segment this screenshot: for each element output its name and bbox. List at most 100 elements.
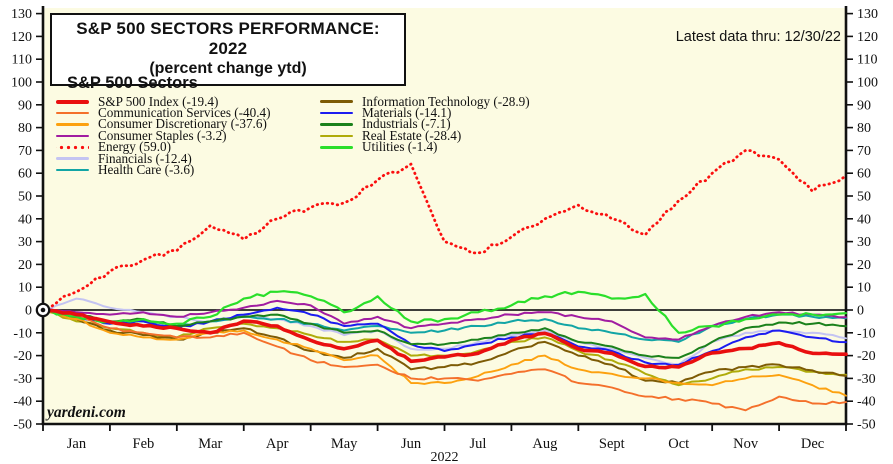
y-tick-label-left: 110	[12, 53, 32, 68]
watermark-yardeni: yardeni.com	[47, 404, 126, 421]
legend-swatch-comm-line-icon	[56, 111, 89, 115]
chart-subtitle: (percent change ytd)	[149, 60, 307, 77]
y-tick-label-right: 130	[857, 7, 878, 22]
legend-column-right: Information Technology (-28.9) Materials …	[320, 93, 530, 155]
legend-label: Communication Services (-40.4)	[98, 105, 271, 121]
chart-title-box: S&P 500 SECTORS PERFORMANCE: 2022 (perce…	[50, 13, 406, 86]
y-tick-label-left: -10	[13, 326, 32, 341]
y-tick-label-left: -40	[13, 395, 32, 410]
y-tick-label-right: 40	[857, 212, 871, 227]
y-tick-label-left: 80	[18, 121, 32, 136]
y-tick-label-left: 120	[11, 30, 32, 45]
x-tick-label: Jan	[67, 436, 87, 452]
y-tick-label-left: -50	[13, 418, 32, 433]
y-tick-label-right: 20	[857, 258, 871, 273]
series-line-sp500	[41, 308, 848, 370]
legend-swatch-re-line-icon	[320, 134, 353, 138]
x-tick-label: Dec	[801, 436, 824, 452]
y-tick-label-left: 30	[18, 235, 32, 250]
y-tick-label-right: -50	[857, 418, 876, 433]
y-tick-label-right: 120	[857, 30, 878, 45]
chart-title: S&P 500 SECTORS PERFORMANCE: 2022	[76, 19, 380, 58]
x-axis-year-label: 2022	[431, 450, 459, 464]
x-tick-label: Sept	[599, 436, 625, 452]
legend-item-fin: Financials (-12.4)	[56, 150, 271, 166]
series-line-comm	[42, 309, 847, 412]
legend-swatch-disc-line-icon	[56, 123, 89, 126]
legend-item-re: Real Estate (-28.4)	[320, 127, 530, 143]
legend-label: Industrials (-7.1)	[362, 116, 451, 132]
x-tick-label: Feb	[133, 436, 155, 452]
legend-swatch-sp500-line-icon	[56, 99, 89, 104]
legend-swatch-it-line-icon	[320, 100, 353, 103]
legend-item-energy: Energy (59.0)	[56, 139, 271, 155]
legend-label: Consumer Discretionary (-37.6)	[98, 116, 267, 132]
legend-label: S&P 500 Index (-19.4)	[98, 93, 219, 109]
legend-item-sp500: S&P 500 Index (-19.4)	[56, 93, 271, 109]
legend-item-ind: Industrials (-7.1)	[320, 116, 530, 132]
legend-swatch-ind-line-icon	[320, 123, 353, 126]
legend-swatch-staples-line-icon	[56, 134, 89, 138]
y-tick-label-left: 70	[18, 144, 32, 159]
x-tick-label: Jun	[401, 436, 422, 452]
y-tick-label-right: 80	[857, 121, 871, 136]
y-tick-label-right: -20	[857, 349, 876, 364]
legend-swatch-util-line-icon	[320, 145, 353, 149]
series-line-ind	[42, 309, 847, 359]
y-tick-label-right: 100	[857, 76, 878, 91]
y-tick-label-left: 10	[18, 281, 32, 296]
legend-label: Consumer Staples (-3.2)	[98, 127, 227, 143]
y-tick-label-left: 90	[18, 98, 32, 113]
x-tick-label: Oct	[668, 436, 689, 452]
y-tick-label-right: 90	[857, 98, 871, 113]
origin-marker-dot	[40, 307, 46, 313]
legend-label: Information Technology (-28.9)	[362, 93, 530, 109]
legend-item-health: Health Care (-3.6)	[56, 162, 271, 178]
legend-header: S&P 500 Sectors	[67, 74, 198, 92]
x-tick-label: Aug	[532, 436, 557, 452]
y-tick-label-right: 0	[857, 304, 864, 319]
legend-label: Health Care (-3.6)	[98, 162, 195, 178]
y-tick-label-left: 40	[18, 212, 32, 227]
x-tick-label: May	[331, 436, 358, 452]
series-line-energy	[41, 149, 848, 312]
y-tick-label-right: 60	[857, 167, 871, 182]
y-tick-label-left: -30	[13, 372, 32, 387]
legend-label: Utilities (-1.4)	[362, 139, 438, 155]
legend-swatch-fin-line-icon	[56, 157, 89, 160]
y-tick-label-right: -10	[857, 326, 876, 341]
x-tick-label: Jul	[469, 436, 486, 452]
y-tick-label-left: 100	[11, 76, 32, 91]
legend-label: Real Estate (-28.4)	[362, 127, 462, 143]
series-line-disc	[42, 309, 847, 397]
y-tick-label-right: 10	[857, 281, 871, 296]
legend-swatch-health-line-icon	[56, 168, 89, 172]
legend-item-util: Utilities (-1.4)	[320, 139, 530, 155]
legend-column-left: S&P 500 Index (-19.4) Communication Servi…	[56, 93, 271, 178]
y-tick-label-left: 0	[25, 304, 32, 319]
latest-data-label: Latest data thru: 12/30/22	[675, 29, 841, 45]
legend-label: Materials (-14.1)	[362, 105, 452, 121]
y-tick-label-right: 30	[857, 235, 871, 250]
y-tick-label-right: -40	[857, 395, 876, 410]
y-tick-label-left: 130	[11, 7, 32, 22]
y-tick-label-left: 60	[18, 167, 32, 182]
y-tick-label-right: 70	[857, 144, 871, 159]
x-tick-label: Apr	[266, 436, 289, 452]
legend-label: Financials (-12.4)	[98, 150, 192, 166]
x-tick-label: Mar	[198, 436, 222, 452]
series-line-util	[41, 290, 848, 334]
y-tick-label-right: 50	[857, 190, 871, 205]
y-tick-label-right: 110	[857, 53, 877, 68]
legend-item-staples: Consumer Staples (-3.2)	[56, 127, 271, 143]
legend-item-it: Information Technology (-28.9)	[320, 93, 530, 109]
legend-item-comm: Communication Services (-40.4)	[56, 105, 271, 121]
legend-swatch-energy-dotted-line-icon	[56, 144, 89, 150]
legend-item-disc: Consumer Discretionary (-37.6)	[56, 116, 271, 132]
legend-swatch-mat-line-icon	[320, 111, 353, 115]
y-tick-label-left: 20	[18, 258, 32, 273]
legend-item-mat: Materials (-14.1)	[320, 105, 530, 121]
legend-label: Energy (59.0)	[98, 139, 172, 155]
